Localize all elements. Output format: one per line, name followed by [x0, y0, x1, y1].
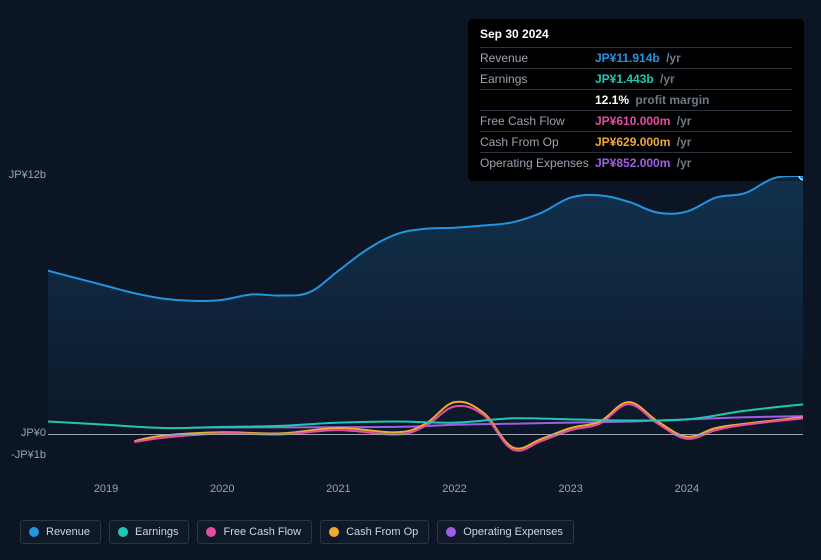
tooltip-value: JP¥852.000m /yr: [595, 156, 691, 170]
x-tick-label: 2022: [435, 483, 475, 495]
tooltip-row: Cash From OpJP¥629.000m /yr: [480, 131, 792, 152]
legend-swatch-icon: [206, 527, 216, 537]
legend-label: Operating Expenses: [463, 526, 563, 538]
tooltip-label: [480, 93, 595, 107]
tooltip-row: Free Cash FlowJP¥610.000m /yr: [480, 110, 792, 131]
tooltip-value: 12.1% profit margin: [595, 93, 709, 107]
tooltip-label: Cash From Op: [480, 135, 595, 149]
tooltip-label: Earnings: [480, 72, 595, 86]
tooltip-value: JP¥610.000m /yr: [595, 114, 691, 128]
tooltip-unit: /yr: [673, 114, 691, 128]
tooltip-row: 12.1% profit margin: [480, 89, 792, 110]
zero-baseline: [48, 434, 803, 435]
x-tick-label: 2019: [86, 483, 126, 495]
chart-legend: Revenue Earnings Free Cash Flow Cash From O…: [20, 520, 574, 544]
y-tick-label: JP¥12b: [2, 169, 46, 181]
legend-label: Cash From Op: [346, 526, 418, 538]
tooltip-value: JP¥1.443b /yr: [595, 72, 675, 86]
legend-item-revenue[interactable]: Revenue: [20, 520, 101, 544]
x-tick-label: 2021: [318, 483, 358, 495]
legend-label: Revenue: [46, 526, 90, 538]
tooltip-label: Revenue: [480, 51, 595, 65]
legend-label: Earnings: [135, 526, 178, 538]
chart-tooltip: Sep 30 2024 RevenueJP¥11.914b /yrEarning…: [468, 19, 804, 181]
tooltip-unit: /yr: [657, 72, 675, 86]
legend-swatch-icon: [118, 527, 128, 537]
line-chart: [48, 176, 803, 456]
tooltip-date: Sep 30 2024: [480, 27, 792, 47]
tooltip-value: JP¥11.914b /yr: [595, 51, 681, 65]
tooltip-row: Operating ExpensesJP¥852.000m /yr: [480, 152, 792, 173]
tooltip-unit: /yr: [673, 135, 691, 149]
tooltip-unit: /yr: [663, 51, 681, 65]
tooltip-label: Operating Expenses: [480, 156, 595, 170]
legend-swatch-icon: [29, 527, 39, 537]
legend-label: Free Cash Flow: [223, 526, 301, 538]
tooltip-unit: /yr: [673, 156, 691, 170]
tooltip-row: EarningsJP¥1.443b /yr: [480, 68, 792, 89]
y-tick-label: -JP¥1b: [2, 449, 46, 461]
tooltip-unit: profit margin: [632, 93, 709, 107]
tooltip-row: RevenueJP¥11.914b /yr: [480, 47, 792, 68]
legend-item-earnings[interactable]: Earnings: [109, 520, 189, 544]
x-tick-label: 2020: [202, 483, 242, 495]
legend-item-operating_expenses[interactable]: Operating Expenses: [437, 520, 574, 544]
tooltip-label: Free Cash Flow: [480, 114, 595, 128]
legend-swatch-icon: [446, 527, 456, 537]
legend-item-free_cash_flow[interactable]: Free Cash Flow: [197, 520, 312, 544]
tooltip-rows: RevenueJP¥11.914b /yrEarningsJP¥1.443b /…: [480, 47, 792, 173]
tooltip-value: JP¥629.000m /yr: [595, 135, 691, 149]
legend-item-cash_from_op[interactable]: Cash From Op: [320, 520, 429, 544]
x-tick-label: 2023: [551, 483, 591, 495]
legend-swatch-icon: [329, 527, 339, 537]
x-tick-label: 2024: [667, 483, 707, 495]
y-tick-label: JP¥0: [2, 427, 46, 439]
